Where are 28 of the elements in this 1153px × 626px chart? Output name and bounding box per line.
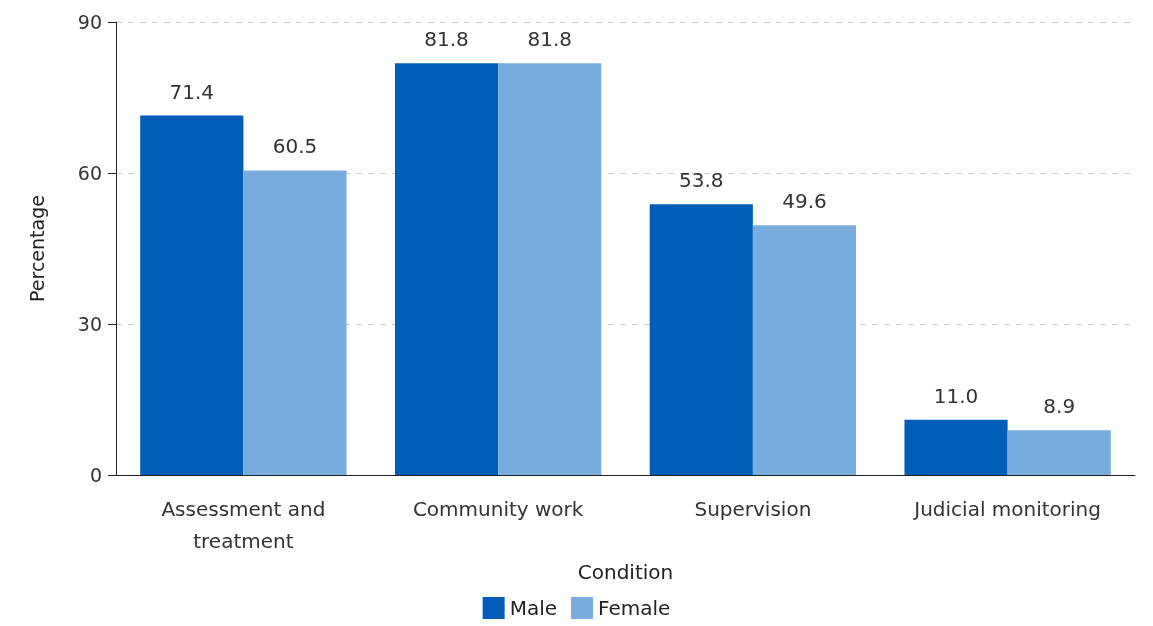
x-tick-label: Judicial monitoring xyxy=(912,497,1101,521)
y-tick-label: 30 xyxy=(77,313,102,335)
bar xyxy=(243,170,347,475)
data-label: 71.4 xyxy=(169,79,215,104)
bar xyxy=(752,225,857,475)
x-tick-label: Assessment and treatment xyxy=(161,497,326,553)
data-label: 11.0 xyxy=(933,383,979,408)
y-axis-title: Percentage xyxy=(25,195,48,302)
data-label: 81.8 xyxy=(424,27,469,52)
y-tick-label: 90 xyxy=(77,11,102,33)
y-tick-label: 60 xyxy=(77,162,102,184)
bar xyxy=(394,63,499,475)
x-axis-title: Condition xyxy=(577,559,674,584)
data-label: 81.8 xyxy=(527,27,572,52)
legend-label: Female xyxy=(598,596,671,620)
bar xyxy=(498,63,602,475)
x-tick-label: Community work xyxy=(412,497,584,521)
bar xyxy=(904,419,1008,475)
data-label: 53.8 xyxy=(679,168,724,193)
legend-label: Male xyxy=(509,596,558,620)
data-label: 49.6 xyxy=(782,189,827,214)
bar xyxy=(140,115,244,475)
bar xyxy=(649,204,753,475)
y-tick-label: 0 xyxy=(89,464,102,486)
data-label: 60.5 xyxy=(272,134,318,159)
x-tick-label: Supervision xyxy=(694,497,812,521)
data-label: 8.9 xyxy=(1043,394,1076,419)
bar xyxy=(1007,430,1111,475)
